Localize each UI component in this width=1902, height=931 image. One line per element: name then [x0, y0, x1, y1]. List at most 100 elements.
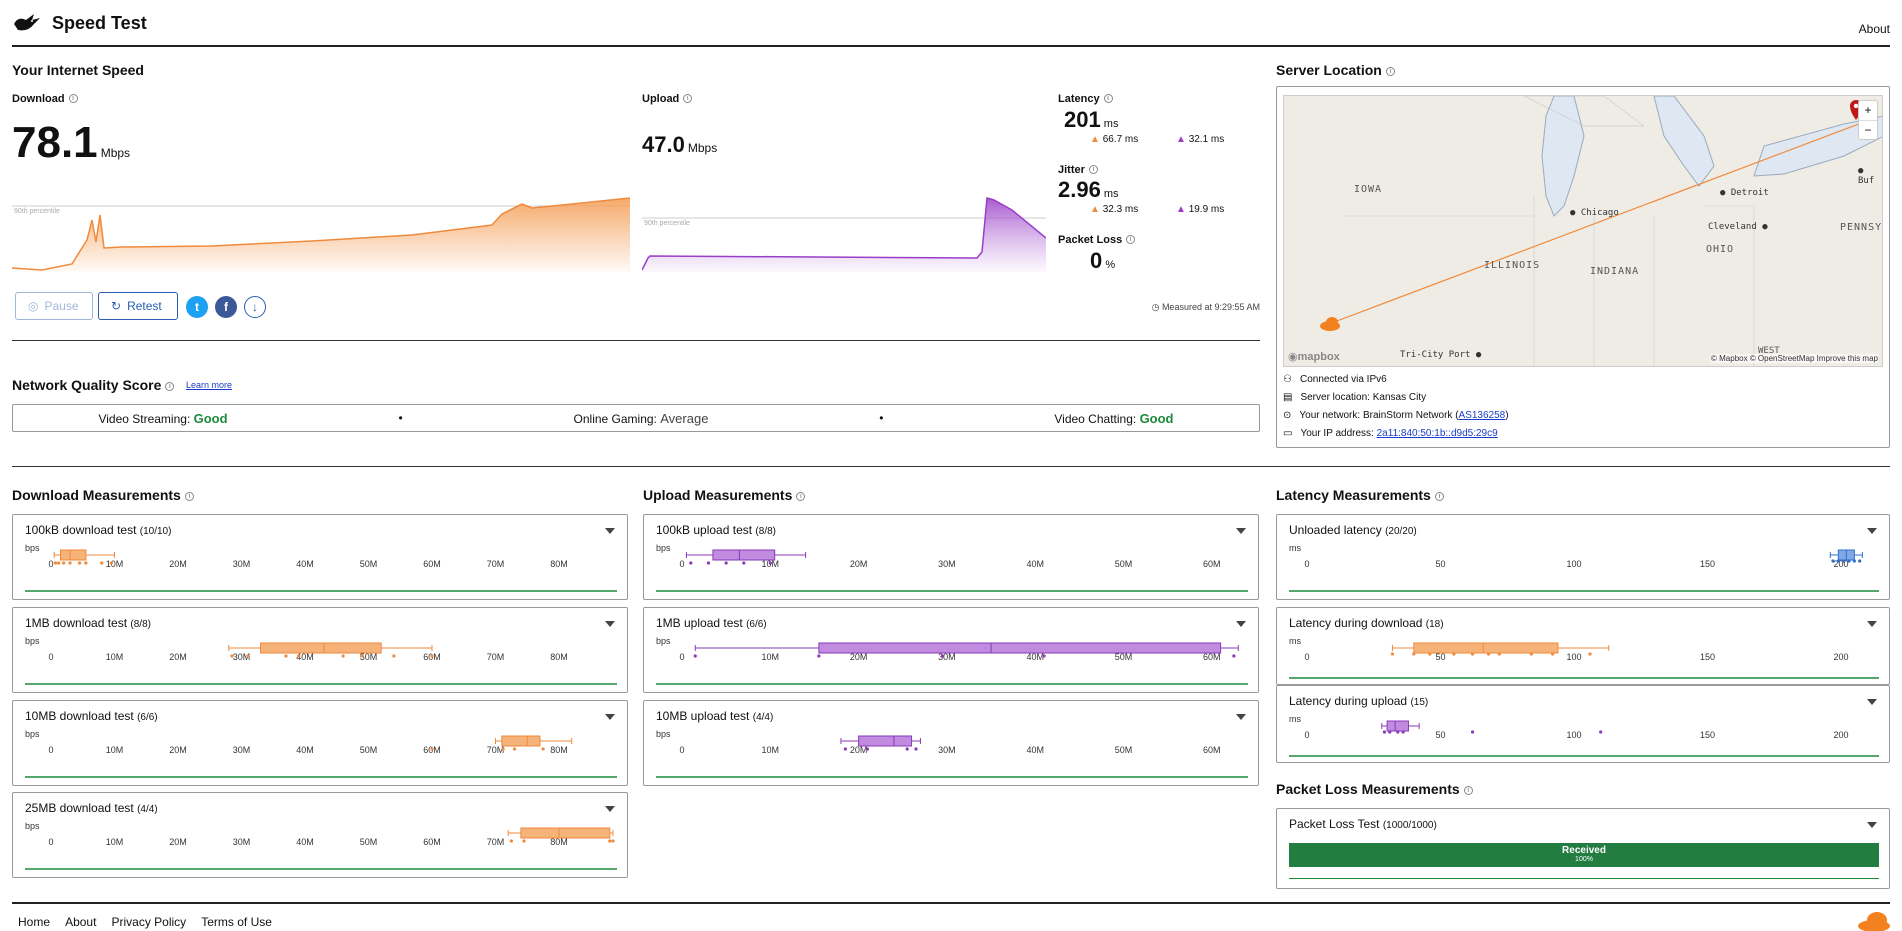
footer-link-home[interactable]: Home: [18, 915, 51, 929]
server-map[interactable]: IOWA ILLINOIS INDIANA OHIO PENNSYI WEST …: [1283, 95, 1883, 367]
info-icon[interactable]: i: [165, 382, 175, 391]
info-icon[interactable]: i: [1385, 67, 1395, 76]
download-test-card-10mb[interactable]: 10MB download test (6/6) bps 0 10M 20M 30M 40…: [12, 700, 628, 786]
axis-tick-label: 80M: [550, 745, 568, 755]
sample-point: [512, 747, 517, 751]
about-link[interactable]: About: [1858, 22, 1890, 36]
latency-value: 201 ms: [1064, 107, 1119, 132]
map-label-chicago: ● Chicago: [1570, 208, 1619, 218]
latency-test-card-unloaded[interactable]: Unloaded latency (20/20) ms 0 50 100 150 200: [1276, 514, 1890, 600]
server-icon: ▤: [1283, 392, 1293, 403]
footer-link-terms[interactable]: Terms of Use: [201, 915, 272, 929]
axis-tick-label: 70M: [487, 652, 505, 662]
online-gaming-score: Online Gaming: Average: [573, 410, 709, 426]
map-attribution[interactable]: © Mapbox © OpenStreetMap Improve this ma…: [1711, 354, 1878, 363]
download-test-card-100kb[interactable]: 100kB download test (10/10) bps 0 10M 20M 30…: [12, 514, 628, 600]
sample-point: [843, 747, 847, 751]
chevron-down-icon[interactable]: [1236, 528, 1246, 534]
video-chatting-score: Video Chatting: Good: [1054, 410, 1174, 426]
info-icon[interactable]: i: [1434, 492, 1444, 501]
map-label-cleveland: Cleveland ●: [1708, 222, 1768, 232]
axis-tick-label: 80M: [550, 652, 568, 662]
pause-button[interactable]: ◎ Pause: [15, 292, 93, 320]
axis-tick-label: 10M: [106, 652, 124, 662]
packet-loss-test-card[interactable]: Packet Loss Test (1000/1000) Received 10…: [1276, 808, 1890, 889]
map-label-detroit: ● Detroit: [1720, 188, 1769, 198]
axis-tick-label: 10M: [762, 652, 780, 662]
info-icon[interactable]: i: [1088, 165, 1098, 174]
info-icon[interactable]: i: [796, 492, 806, 501]
lake-erie: [1753, 115, 1882, 177]
boxplot-chart: ms0 50 100 150 200: [1289, 636, 1879, 679]
info-icon[interactable]: i: [68, 94, 78, 103]
chevron-down-icon[interactable]: [605, 528, 615, 534]
chevron-down-icon[interactable]: [1236, 621, 1246, 627]
learn-more-link[interactable]: Learn more: [186, 380, 233, 390]
sample-point: [1847, 559, 1851, 563]
baseline: [1289, 878, 1879, 879]
chevron-down-icon[interactable]: [605, 621, 615, 627]
info-icon[interactable]: i: [1103, 94, 1113, 103]
upload-test-card-10mb[interactable]: 10MB upload test (4/4) bps 0 10M 20M 30M 40M 5…: [643, 700, 1259, 786]
axis-tick-label: 0: [679, 559, 684, 569]
info-icon[interactable]: i: [184, 492, 194, 501]
chevron-down-icon[interactable]: [605, 806, 615, 812]
upload-percentile-label: 90th percentile: [644, 220, 690, 227]
sample-point: [109, 561, 113, 565]
axis-tick-label: 50M: [1115, 559, 1133, 569]
upload-arrow-icon: ▲: [1176, 134, 1186, 145]
upload-test-card-100kb[interactable]: 100kB upload test (8/8) bps010M20M30M40M…: [643, 514, 1259, 600]
chevron-down-icon[interactable]: [605, 714, 615, 720]
retest-button[interactable]: ↻ Retest: [98, 292, 178, 320]
map-canvas[interactable]: [1284, 96, 1883, 367]
info-icon[interactable]: i: [1126, 235, 1136, 244]
latency-test-card-upload[interactable]: Latency during upload (15) ms 0 50 100 150 20…: [1276, 685, 1890, 763]
chevron-down-icon[interactable]: [1867, 621, 1877, 627]
axis-tick-label: 0: [48, 745, 53, 755]
chevron-down-icon[interactable]: [1236, 714, 1246, 720]
axis-unit-label: bps: [656, 543, 671, 553]
your-ip-line: ▭ Your IP address: 2a11:840:50:1b::d9d5:2…: [1283, 428, 1498, 439]
axis-tick-label: 30M: [938, 559, 956, 569]
box-iqr: [818, 642, 1222, 654]
card-title: 100kB download test (10/10): [25, 523, 172, 537]
axis-tick-label: 100: [1566, 652, 1581, 662]
ip-address-link[interactable]: 2a11:840:50:1b::d9d5:29c9: [1376, 428, 1498, 439]
footer-link-about[interactable]: About: [65, 915, 97, 929]
sample-point: [297, 654, 301, 658]
facebook-icon[interactable]: f: [215, 296, 237, 318]
map-label-iowa: IOWA: [1354, 184, 1383, 195]
sample-point: [230, 654, 234, 658]
footer-link-privacy[interactable]: Privacy Policy: [111, 915, 187, 929]
asn-link[interactable]: AS136258: [1458, 410, 1506, 421]
packet-loss-label: Packet Loss i: [1058, 234, 1136, 246]
chevron-down-icon[interactable]: [1867, 822, 1877, 828]
download-results-icon[interactable]: ↓: [244, 296, 266, 318]
jitter-during-download: ▲ 32.3 ms: [1090, 204, 1139, 215]
upload-test-card-1mb[interactable]: 1MB upload test (6/6) bps 0 10M 20M 30M 40M 50…: [643, 607, 1259, 693]
info-icon[interactable]: i: [1463, 786, 1473, 795]
download-test-card-25mb[interactable]: 25MB download test (4/4) bps 0 10M 20M 30M 40…: [12, 792, 628, 878]
twitter-icon[interactable]: t: [186, 296, 208, 318]
latency-test-card-download[interactable]: Latency during download (18) ms 0 50 100 150…: [1276, 607, 1890, 685]
axis-tick-label: 30M: [938, 652, 956, 662]
latency-label: Latency i: [1058, 93, 1113, 105]
map-label-illinois: ILLINOIS: [1484, 260, 1541, 271]
axis-tick-label: 60M: [1203, 559, 1221, 569]
sample-point: [1486, 652, 1491, 656]
box-iqr: [501, 735, 541, 747]
chevron-down-icon[interactable]: [1867, 699, 1877, 705]
zoom-out-button[interactable]: −: [1859, 120, 1877, 140]
sample-point: [1551, 652, 1555, 656]
download-test-card-1mb[interactable]: 1MB download test (8/8) bps 0 10M 20M 30M 40M…: [12, 607, 628, 693]
card-title: 10MB upload test (4/4): [656, 709, 774, 723]
axis-tick-label: 0: [48, 652, 53, 662]
box-iqr: [60, 549, 87, 561]
chevron-down-icon[interactable]: [1867, 528, 1877, 534]
zoom-in-button[interactable]: +: [1864, 103, 1872, 117]
boxplot-chart: ms0 50 100 150 200: [1289, 714, 1879, 757]
network-icon: ⚇: [1283, 374, 1292, 385]
info-icon[interactable]: i: [683, 94, 693, 103]
sample-point: [57, 561, 61, 565]
